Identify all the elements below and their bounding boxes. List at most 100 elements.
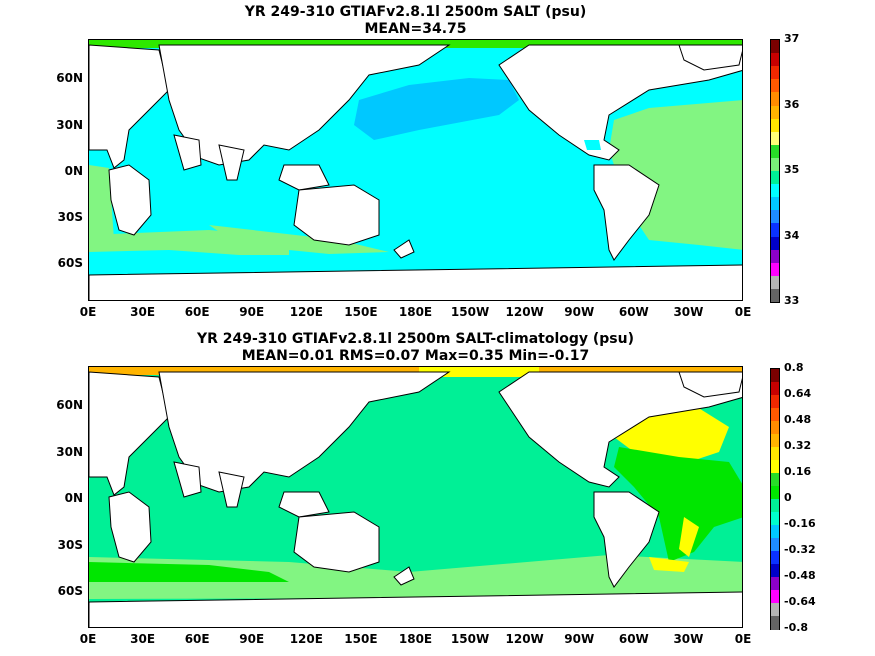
panel1-xtick-10: 60W (618, 305, 649, 319)
panel1-colorbar-label: 37 (784, 32, 800, 45)
panel2-colorbar-segment (771, 499, 779, 513)
panel2-xtick-5: 150E (344, 632, 378, 646)
panel2-xtick-10: 60W (618, 632, 649, 646)
panel1-xtick-9: 90W (564, 305, 595, 319)
panel2-colorbar-segment (771, 434, 779, 448)
panel2-colorbar-segment (771, 590, 779, 604)
panel1-title-line2: MEAN=34.75 (364, 21, 467, 37)
panel2-colorbar-label: -0.48 (784, 569, 816, 582)
panel1-colorbar-segment (771, 105, 779, 120)
panel1-colorbar-label: 34 (784, 228, 800, 242)
panel1-colorbar-segment (771, 92, 779, 106)
panel1-colorbar-segment (771, 288, 779, 303)
panel2-colorbar-segment (771, 395, 779, 409)
panel1-colorbar-label: 35 (784, 163, 800, 176)
panel1-colorbar-segment (771, 144, 779, 159)
panel2-colorbar-segment (771, 512, 779, 526)
panel2-colorbar-segment (771, 486, 779, 500)
panel2-colorbar-segment (771, 525, 779, 539)
panel1-colorbar-segment (771, 275, 779, 290)
panel2-colorbar-segment (771, 551, 779, 565)
panel2-colorbar-label: 0.8 (784, 361, 804, 374)
panel1-xtick-5: 150E (344, 305, 378, 319)
panel2-colorbar-segment (771, 538, 779, 552)
panel1-colorbar-segment (771, 131, 779, 146)
panel2-ytick-60n: 60N (56, 398, 83, 412)
panel2-colorbar-segment (771, 473, 779, 487)
panel1-xtick-2: 60E (184, 305, 210, 319)
panel1-colorbar (770, 39, 780, 303)
panel2-colorbar-segment (771, 460, 779, 474)
panel1-title-line1: YR 249-310 GTIAFv2.8.1l 2500m SALT (psu) (244, 4, 587, 20)
panel2-atlantic-green (614, 447, 742, 562)
panel2-xtick-6: 180E (398, 632, 433, 646)
panel1-ytick-60n: 60N (56, 71, 83, 85)
panel1-colorbar-label: 36 (784, 97, 800, 111)
panel2-colorbar-label: -0.64 (784, 595, 816, 608)
panel1-xtick-3: 90E (239, 305, 265, 319)
panel2-colorbar-segment (771, 421, 779, 435)
panel2-colorbar-label: 0.16 (784, 465, 812, 478)
panel2-colorbar-segment (771, 369, 779, 383)
panel1-colorbar-segment (771, 197, 779, 211)
panel1-ytick-0n: 0N (64, 164, 83, 178)
panel1-colorbar-segment (771, 171, 779, 185)
panel1-colorbar-segment (771, 66, 779, 80)
panel2-ytick-60s: 60S (57, 584, 83, 598)
panel1-ytick-60s: 60S (57, 256, 83, 270)
panel1-ytick-30n: 30N (56, 118, 83, 132)
panel2-xtick-0: 0E (79, 632, 97, 646)
panel1-colorbar-segment (771, 223, 779, 237)
panel2-xtick-12: 0E (734, 632, 752, 646)
panel2-xtick-9: 90W (564, 632, 595, 646)
panel2-xtick-4: 120E (289, 632, 323, 646)
panel2-colorbar-label: -0.32 (784, 543, 816, 556)
panel2-colorbar-segment (771, 447, 779, 461)
panel1-colorbar-segment (771, 262, 779, 277)
panel2-colorbar-segment (771, 616, 779, 630)
panel2-colorbar-segment (771, 603, 779, 617)
panel2-ytick-30s: 30S (57, 538, 83, 552)
panel2-xtick-1: 30E (130, 632, 156, 646)
panel1-xtick-8: 120W (505, 305, 544, 319)
panel1-xtick-4: 120E (289, 305, 323, 319)
panel1-map (88, 39, 743, 301)
panel1-colorbar-segment (771, 79, 779, 93)
panel1-colorbar-segment (771, 184, 779, 198)
panel1-colorbar-segment (771, 249, 779, 264)
panel1-ytick-30s: 30S (57, 210, 83, 224)
panel2-land (89, 371, 742, 627)
panel1-colorbar-segment (771, 118, 779, 133)
panel1-colorbar-segment (771, 210, 779, 224)
panel2-colorbar-label: 0.48 (784, 413, 812, 426)
panel2-colorbar-segment (771, 564, 779, 578)
panel1-land (89, 44, 742, 300)
panel2-xtick-11: 30W (673, 632, 704, 646)
panel2-map (88, 366, 743, 628)
panel2-colorbar-segment (771, 577, 779, 591)
panel1-north-pacific (354, 78, 519, 140)
panel1-colorbar-segment (771, 40, 779, 54)
panel1-xtick-7: 150W (450, 305, 490, 319)
panel1-colorbar-segment (771, 53, 779, 67)
panel2-colorbar-label: -0.16 (784, 517, 816, 530)
panel2-xtick-8: 120W (505, 632, 544, 646)
panel1-colorbar-segment (771, 236, 779, 251)
panel2-colorbar (770, 368, 780, 630)
panel2-title-line2: MEAN=0.01 RMS=0.07 Max=0.35 Min=-0.17 (241, 348, 590, 364)
panel2-title-line1: YR 249-310 GTIAFv2.8.1l 2500m SALT-clima… (196, 331, 635, 347)
panel2-colorbar-label: 0.64 (784, 387, 812, 400)
panel2-xtick-2: 60E (184, 632, 210, 646)
panel1-xtick-11: 30W (673, 305, 704, 319)
panel2-ytick-0n: 0N (64, 491, 83, 505)
panel2-colorbar-label: -0.8 (784, 621, 809, 634)
panel2-ytick-30n: 30N (56, 445, 83, 459)
panel1-xtick-6: 180E (398, 305, 433, 319)
panel1-xtick-1: 30E (130, 305, 156, 319)
panel1-colorbar-label: 33 (784, 294, 800, 307)
panel2-colorbar-label: 0 (784, 491, 792, 504)
panel1-xtick-0: 0E (79, 305, 97, 319)
panel2-colorbar-segment (771, 408, 779, 422)
panel2-xtick-3: 90E (239, 632, 265, 646)
panel1-xtick-12: 0E (734, 305, 752, 319)
